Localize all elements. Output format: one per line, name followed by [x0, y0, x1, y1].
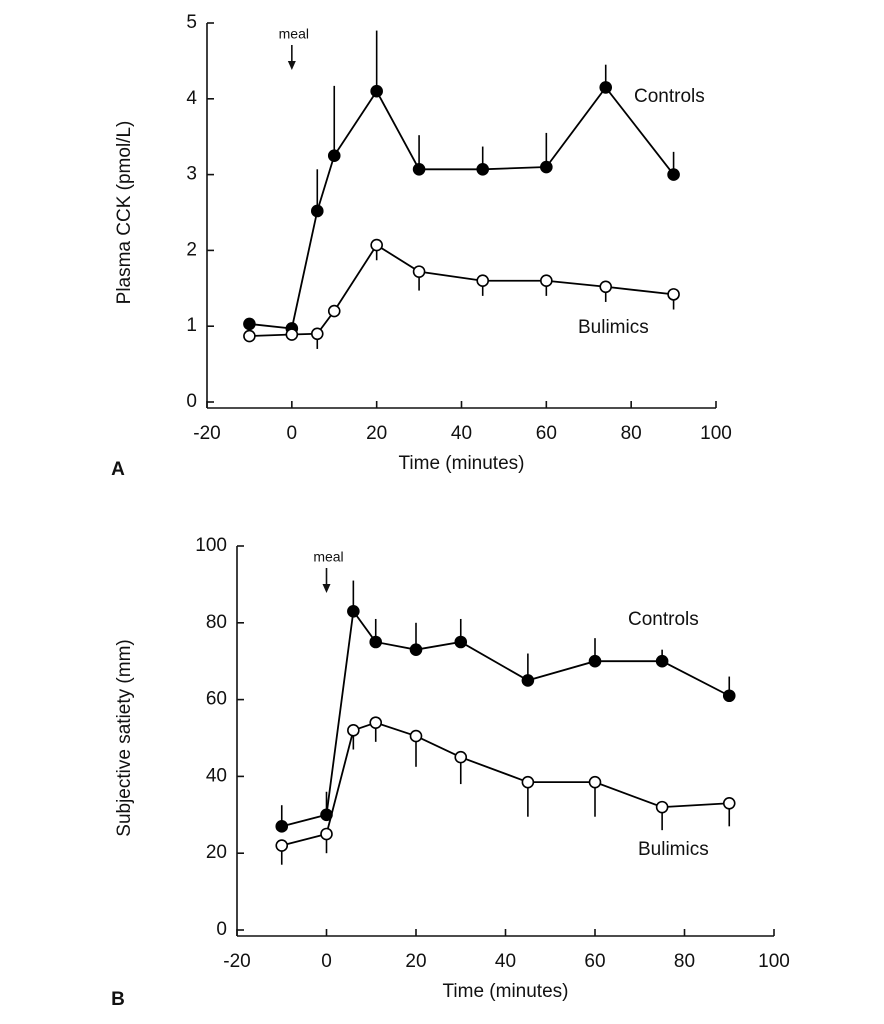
data-point: [409, 729, 423, 743]
series-line: [281, 608, 730, 828]
y-axis-label: Plasma CCK (pmol/L): [114, 121, 135, 305]
x-axis-label: Time (minutes): [443, 981, 569, 1002]
data-point: [540, 274, 553, 288]
x-tick-label: -20: [223, 951, 250, 972]
x-tick-label: 100: [700, 423, 732, 444]
data-point: [655, 654, 669, 668]
series-label: Controls: [628, 609, 699, 630]
data-point: [369, 635, 383, 649]
x-tick-label: 40: [451, 423, 472, 444]
data-point: [243, 317, 256, 331]
y-tick-label: 0: [216, 919, 227, 940]
data-point: [347, 604, 360, 618]
series-label: Controls: [634, 86, 705, 107]
y-tick-label: 2: [186, 239, 197, 260]
data-point: [369, 716, 383, 729]
y-tick-label: 60: [206, 689, 227, 710]
data-point: [327, 304, 341, 318]
data-point: [722, 689, 736, 703]
y-tick-label: 3: [186, 164, 197, 185]
data-point: [275, 839, 289, 852]
series-line: [281, 721, 730, 847]
x-tick-label: 80: [621, 423, 642, 444]
y-tick-label: 20: [206, 842, 227, 863]
data-point: [655, 800, 669, 814]
data-point: [243, 329, 256, 343]
meal-arrowhead: [322, 584, 331, 593]
data-point: [599, 280, 613, 294]
x-tick-label: 0: [321, 951, 332, 972]
data-point: [667, 168, 680, 181]
y-tick-label: 4: [186, 88, 197, 109]
data-point: [320, 827, 333, 841]
panel-label: B: [111, 989, 125, 1010]
meal-arrowhead: [287, 61, 296, 70]
data-point: [540, 160, 553, 174]
x-tick-label: 40: [495, 951, 516, 972]
x-tick-label: 0: [287, 423, 298, 444]
panel-label: A: [111, 459, 125, 480]
data-point: [370, 238, 383, 252]
data-point: [521, 775, 535, 789]
data-point: [310, 204, 324, 218]
data-point: [454, 635, 468, 649]
x-tick-label: 100: [758, 951, 790, 972]
data-point: [327, 149, 341, 162]
data-point: [722, 796, 736, 810]
data-point: [285, 328, 299, 341]
y-tick-label: 80: [206, 612, 227, 633]
data-point: [476, 162, 490, 176]
data-point: [310, 327, 324, 341]
y-axis-label: Subjective satiety (mm): [114, 639, 135, 836]
x-tick-label: 60: [536, 423, 557, 444]
data-point: [370, 84, 383, 98]
series-line: [249, 85, 675, 330]
data-point: [599, 81, 613, 94]
data-point: [476, 274, 490, 288]
series-label: Bulimics: [638, 839, 709, 860]
y-tick-label: 0: [186, 391, 197, 412]
x-tick-label: 60: [584, 951, 605, 972]
y-tick-label: 1: [186, 315, 197, 336]
data-point: [347, 724, 360, 737]
y-tick-label: 5: [186, 12, 197, 33]
x-tick-label: 80: [674, 951, 695, 972]
x-tick-label: 20: [366, 423, 387, 444]
annotation: meal: [313, 549, 343, 565]
data-point: [588, 775, 602, 789]
data-point: [275, 820, 289, 833]
annotation: meal: [279, 26, 309, 42]
x-tick-label: -20: [193, 423, 220, 444]
data-point: [412, 162, 426, 176]
data-point: [454, 750, 468, 764]
data-point: [588, 654, 602, 668]
x-tick-label: 20: [405, 951, 426, 972]
series-line: [249, 243, 674, 337]
x-axis-label: Time (minutes): [399, 453, 525, 474]
y-tick-label: 100: [195, 535, 227, 556]
data-point: [521, 674, 535, 687]
data-point: [412, 265, 426, 278]
data-point: [667, 288, 680, 301]
y-tick-label: 40: [206, 765, 227, 786]
data-point: [409, 643, 423, 656]
series-label: Bulimics: [578, 317, 649, 338]
